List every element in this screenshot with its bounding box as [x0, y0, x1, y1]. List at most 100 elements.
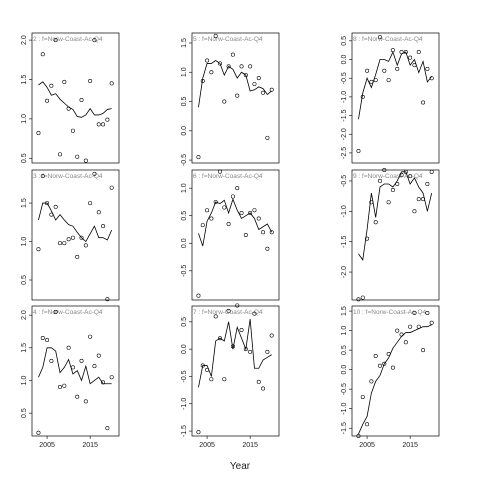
- point: [66, 106, 71, 111]
- point: [395, 181, 400, 186]
- point: [101, 380, 106, 385]
- point: [105, 426, 110, 431]
- point: [200, 363, 205, 368]
- y-tick-label: -1.0: [341, 403, 348, 415]
- point: [365, 422, 370, 427]
- point: [57, 152, 62, 157]
- point: [269, 87, 274, 92]
- point: [101, 122, 106, 127]
- point: [421, 348, 426, 353]
- point: [101, 224, 106, 229]
- fit-line: [358, 171, 433, 261]
- point: [386, 200, 391, 205]
- y-tick-label: -1.5: [341, 109, 348, 121]
- point: [83, 399, 88, 404]
- y-tick-label: 1.0: [181, 67, 188, 77]
- point: [382, 168, 387, 173]
- point: [92, 38, 97, 43]
- point: [269, 333, 274, 338]
- fit-line: [358, 50, 432, 120]
- point: [213, 199, 218, 204]
- point: [49, 358, 54, 363]
- y-tick-label: 1.5: [21, 75, 28, 85]
- y-tick-label: 0.5: [21, 153, 28, 163]
- point: [53, 204, 58, 209]
- point: [96, 122, 101, 127]
- point: [373, 353, 378, 358]
- point: [408, 174, 413, 179]
- y-tick-label: 1.0: [21, 237, 28, 247]
- fit-line: [38, 202, 113, 243]
- point: [416, 50, 421, 55]
- point: [412, 209, 417, 214]
- x-axis-label: Year: [230, 461, 251, 472]
- point: [109, 185, 114, 190]
- point: [235, 93, 240, 98]
- point: [377, 363, 382, 368]
- point: [226, 308, 231, 313]
- fit-line: [198, 60, 272, 108]
- panel-frame: [351, 32, 440, 164]
- point: [53, 38, 58, 43]
- y-tick-label: 2.0: [21, 35, 28, 45]
- point: [200, 79, 205, 84]
- point: [57, 385, 62, 390]
- point: [75, 254, 80, 259]
- point: [399, 172, 404, 177]
- point: [40, 174, 45, 179]
- point: [40, 52, 45, 57]
- y-tick-label: 1.0: [21, 114, 28, 124]
- point: [416, 324, 421, 329]
- point: [226, 64, 231, 69]
- y-tick-label: 0.0: [341, 365, 348, 375]
- point: [269, 230, 274, 235]
- panel-title: 8 : f=Norw-Coast-Ac-Q4: [353, 36, 423, 43]
- point: [196, 430, 201, 435]
- point: [256, 216, 261, 221]
- point: [377, 178, 382, 183]
- point: [62, 383, 67, 388]
- point: [36, 247, 41, 252]
- panel-frame: [31, 32, 120, 164]
- point: [421, 100, 426, 105]
- point: [360, 295, 365, 300]
- point: [356, 433, 361, 438]
- point: [45, 98, 50, 103]
- point: [96, 210, 101, 215]
- fit-line: [198, 197, 273, 247]
- y-tick-label: 0.5: [181, 97, 188, 107]
- point: [399, 332, 404, 337]
- point: [425, 181, 430, 186]
- y-tick-label: -0.5: [341, 175, 348, 187]
- point: [425, 66, 430, 71]
- point: [57, 241, 62, 246]
- y-tick-label: 0.5: [21, 275, 28, 285]
- point: [416, 197, 421, 202]
- y-tick-label: -1.5: [341, 422, 348, 434]
- point: [252, 208, 257, 213]
- point: [66, 345, 71, 350]
- point: [248, 349, 253, 354]
- y-tick-label: -0.5: [181, 370, 188, 382]
- point: [209, 70, 214, 75]
- x-tick-label: 2005: [359, 442, 375, 449]
- point: [96, 353, 101, 358]
- point: [88, 201, 93, 206]
- y-tick-label: 1.5: [181, 38, 188, 48]
- point: [49, 83, 54, 88]
- point: [36, 430, 41, 435]
- point: [403, 340, 408, 345]
- point: [213, 314, 218, 319]
- point: [261, 386, 266, 391]
- point: [412, 63, 417, 68]
- x-tick-label: 2005: [39, 442, 55, 449]
- point: [40, 336, 45, 341]
- panel-frame: [191, 32, 280, 164]
- y-tick-label: -2.5: [341, 147, 348, 159]
- x-tick-label: 2015: [242, 442, 258, 449]
- y-tick-label: -1.0: [181, 398, 188, 410]
- point: [235, 303, 240, 308]
- point: [265, 135, 270, 140]
- point: [75, 394, 80, 399]
